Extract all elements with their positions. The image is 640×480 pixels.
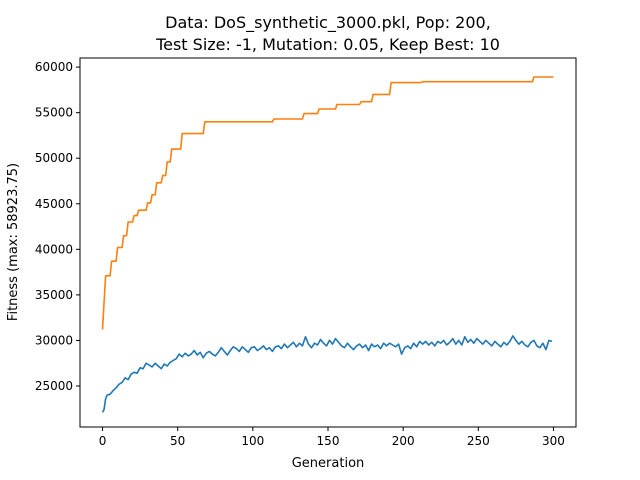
y-tick-label: 35000 [35,288,73,302]
x-tick-label: 150 [317,434,340,448]
x-tick-label: 50 [170,434,185,448]
plot-frame [79,57,577,428]
series-line-2 [101,76,554,330]
y-tick-label: 25000 [35,379,73,393]
y-tick-label: 30000 [35,333,73,347]
series-line-1 [101,335,553,413]
x-tick-label: 250 [467,434,490,448]
y-axis-ticks: 25000 30000 35000 40000 45000 50000 55000 60000 [35,60,80,393]
x-axis-label: Generation [292,456,365,471]
x-tick-label: 200 [392,434,415,448]
y-tick-label: 45000 [35,197,73,211]
x-tick-label: 0 [99,434,107,448]
chart-title-line-1: Data: DoS_synthetic_3000.pkl, Pop: 200, [165,13,491,33]
y-axis-label: Fitness (max: 58923.75) [6,163,21,321]
y-tick-label: 55000 [35,106,73,120]
y-tick-label: 40000 [35,242,73,256]
y-tick-label: 60000 [35,60,73,74]
chart-title-line-2: Test Size: -1, Mutation: 0.05, Keep Best… [155,35,500,54]
x-tick-label: 300 [542,434,565,448]
series-layer [101,76,554,413]
y-tick-label: 50000 [35,151,73,165]
x-axis-ticks: 0 50 100 150 200 250 300 [99,427,565,448]
x-tick-label: 100 [241,434,264,448]
